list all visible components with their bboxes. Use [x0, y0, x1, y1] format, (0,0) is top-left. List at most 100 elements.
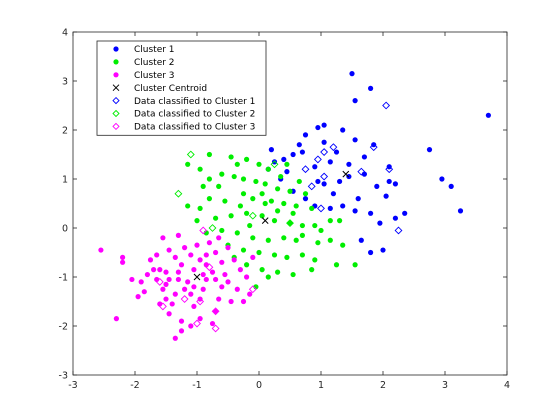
point-series-3-18 [178, 262, 185, 268]
legend-label-5: Data classified to Cluster 1 [134, 97, 255, 107]
point-series-1-25 [321, 181, 327, 187]
legend-marker-3 [113, 72, 119, 78]
y-tick-label-4: 0 [62, 224, 68, 235]
point-series-1-20 [368, 249, 374, 256]
point-series-3-69 [200, 271, 206, 278]
point-series-1-34 [302, 196, 309, 202]
point-series-1-41 [302, 132, 309, 138]
legend-marker-5 [112, 96, 120, 105]
point-series-3-63 [225, 279, 231, 285]
point-series-5-2 [369, 143, 378, 152]
point-series-3-68 [191, 284, 197, 290]
point-series-2-35 [299, 222, 305, 229]
point-series-7-7 [211, 307, 220, 316]
point-series-2-32 [259, 213, 265, 219]
point-series-2-51 [256, 249, 262, 256]
legend-marker-2 [113, 59, 119, 65]
point-series-2-40 [327, 237, 333, 243]
point-series-3-51 [234, 286, 240, 292]
point-series-3-45 [172, 335, 178, 341]
point-series-3-17 [175, 276, 181, 283]
point-series-3-9 [157, 267, 163, 273]
legend-label-7: Data classified to Cluster 3 [134, 123, 255, 133]
point-series-3-24 [188, 252, 194, 258]
point-series-3-57 [147, 257, 154, 263]
point-series-2-36 [312, 222, 318, 229]
point-series-2-72 [200, 183, 206, 189]
point-series-2-45 [250, 235, 256, 241]
point-series-3-56 [154, 252, 160, 258]
point-series-1-19 [380, 247, 386, 253]
point-series-3-10 [163, 269, 169, 275]
y-tick-label-3: -1 [59, 273, 68, 284]
point-series-3-12 [160, 286, 166, 292]
point-series-3-42 [197, 316, 203, 322]
point-series-3-27 [188, 291, 194, 297]
point-series-2-38 [337, 218, 343, 224]
legend: Cluster 1 Cluster 2 Cluster 3 Cluster Centr… [96, 40, 267, 136]
point-series-1-10 [315, 124, 321, 131]
point-series-3-59 [194, 242, 200, 248]
point-series-1-54 [321, 139, 327, 145]
point-series-6-3 [248, 211, 257, 220]
point-series-1-26 [312, 164, 318, 170]
point-series-3-34 [206, 240, 212, 246]
legend-box [96, 40, 267, 136]
point-series-1-42 [296, 142, 302, 148]
point-series-1-28 [290, 151, 296, 158]
y-tick-label-8: 4 [62, 28, 68, 39]
point-series-1-50 [361, 154, 367, 160]
point-series-1-24 [330, 191, 336, 197]
point-series-3-66 [135, 294, 141, 300]
point-series-1-5 [457, 208, 464, 214]
point-series-2-68 [262, 200, 268, 207]
point-series-2-33 [271, 218, 278, 224]
legend-label-4: Cluster Centroid [134, 84, 207, 94]
point-series-1-36 [333, 149, 340, 155]
point-series-2-28 [194, 218, 200, 224]
point-series-1-8 [352, 98, 358, 104]
point-series-3-43 [188, 323, 194, 329]
point-series-3-53 [240, 298, 247, 305]
point-series-2-54 [299, 252, 305, 258]
point-series-2-30 [228, 213, 234, 219]
point-series-2-78 [284, 161, 290, 167]
point-series-2-76 [259, 191, 265, 197]
point-series-2-43 [281, 235, 287, 241]
point-series-3-65 [144, 271, 150, 278]
point-series-2-66 [290, 210, 296, 216]
point-series-2-10 [219, 171, 225, 177]
point-series-2-14 [262, 181, 268, 187]
point-series-3-44 [178, 328, 185, 334]
point-series-3-61 [182, 286, 188, 292]
point-series-3-64 [163, 281, 169, 287]
point-series-3-46 [178, 318, 185, 324]
point-series-2-24 [222, 198, 228, 204]
point-series-2-37 [327, 218, 333, 224]
point-series-3-3 [120, 259, 126, 265]
point-series-1-27 [299, 149, 305, 155]
point-series-1-16 [402, 210, 408, 216]
point-series-1-44 [337, 178, 343, 185]
point-series-3-35 [213, 249, 219, 256]
point-series-1-4 [448, 183, 454, 189]
point-series-3-55 [250, 254, 256, 260]
point-series-5-8 [357, 167, 366, 176]
y-tick-label-1: -3 [59, 371, 68, 382]
point-series-1-1 [485, 112, 491, 118]
point-series-1-23 [340, 203, 346, 209]
point-series-3-49 [237, 267, 243, 273]
point-series-2-12 [240, 176, 247, 182]
point-series-2-41 [340, 242, 346, 248]
point-series-2-74 [293, 237, 299, 243]
point-series-7-5 [158, 302, 167, 311]
point-series-3-15 [166, 311, 172, 317]
x-tick-label-2: -2 [130, 380, 139, 391]
point-series-7-2 [205, 263, 214, 272]
point-series-1-53 [386, 178, 392, 185]
point-series-1-6 [349, 71, 355, 77]
point-series-2-70 [296, 178, 302, 185]
point-series-5-3 [329, 143, 338, 152]
x-tick-label-1: -3 [68, 380, 77, 391]
point-series-2-4 [244, 156, 250, 162]
